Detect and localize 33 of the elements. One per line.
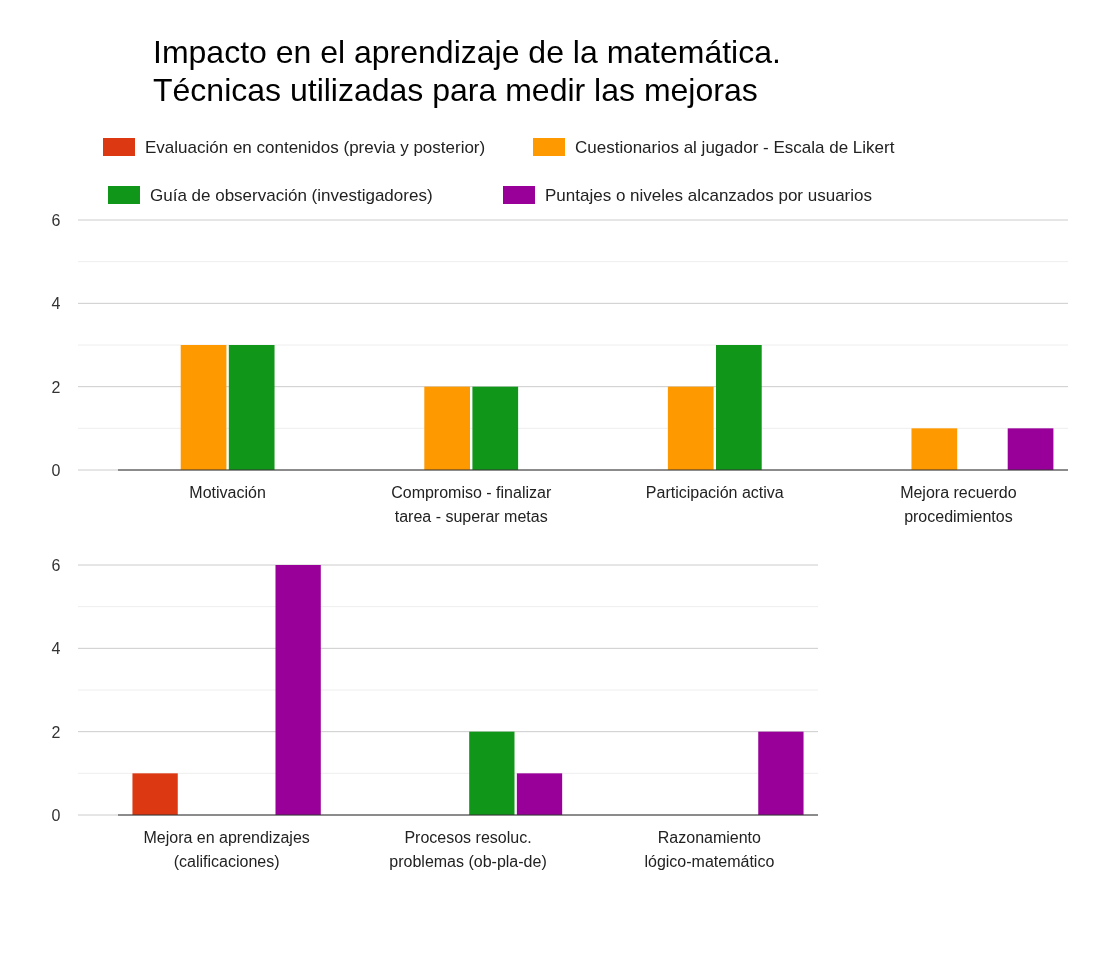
- bar: [516, 773, 563, 815]
- bar: [472, 386, 519, 470]
- x-tick-label: Procesos resoluc. problemas (ob-pla-de): [389, 829, 547, 870]
- y-tick-label: 6: [51, 557, 61, 574]
- bar: [424, 386, 470, 470]
- legend-label: Guía de observación (investigadores): [150, 186, 433, 205]
- bar: [275, 565, 321, 815]
- x-tick-label: Mejora recuerdo procedimientos: [900, 484, 1017, 525]
- legend-label: Cuestionarios al jugador - Escala de Likert: [575, 138, 895, 157]
- y-tick-label: 0: [51, 807, 61, 824]
- bar: [228, 345, 275, 470]
- y-tick-label: 4: [51, 640, 61, 658]
- x-tick-label: Motivación: [189, 484, 266, 501]
- x-tick-label: Razonamiento lógico-matemático: [644, 829, 775, 870]
- bar: [911, 428, 958, 470]
- legend-label: Evaluación en contenidos (previa y posterior): [145, 138, 486, 157]
- legend-label: Puntajes o niveles alcanzados por usuarios: [545, 186, 872, 205]
- y-tick-label: 4: [51, 295, 61, 313]
- y-tick-label: 0: [51, 462, 61, 479]
- y-tick-label: 2: [51, 378, 61, 396]
- x-tick-label: Compromiso - finalizar tarea - superar metas: [391, 484, 552, 525]
- bar: [716, 345, 762, 470]
- y-tick-label: 6: [51, 212, 61, 229]
- chart-title: Impacto en el aprendizaje de la matemática. Técnicas utilizadas para medir las mejoras: [153, 34, 781, 108]
- bar: [132, 773, 178, 815]
- bar: [758, 731, 804, 815]
- x-tick-label: Mejora en aprendizajes (calificaciones): [143, 829, 310, 870]
- bar: [469, 731, 515, 815]
- bar: [1007, 428, 1054, 470]
- bar: [180, 345, 227, 470]
- x-tick-label: Participación activa: [645, 484, 784, 501]
- y-tick-label: 2: [51, 723, 61, 741]
- bar: [667, 386, 714, 470]
